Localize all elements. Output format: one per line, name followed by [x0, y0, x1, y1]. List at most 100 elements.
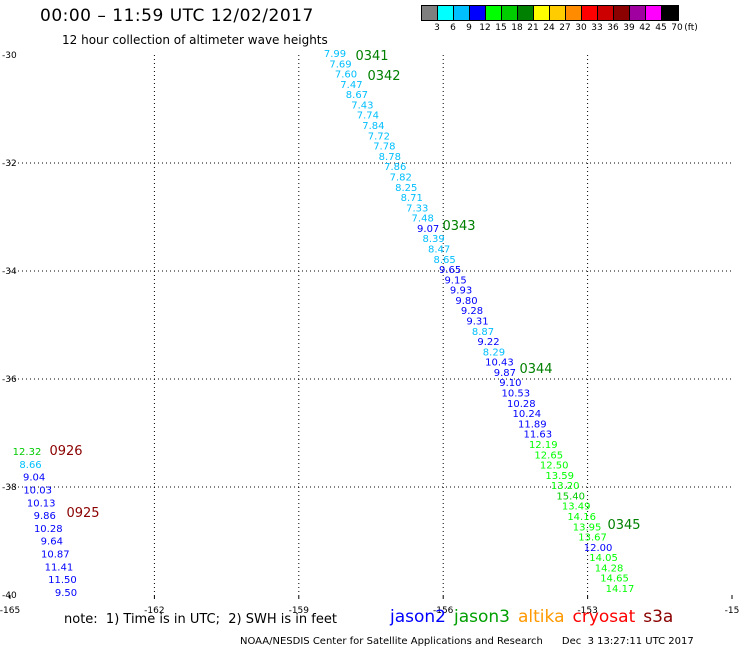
swh-value: 8.66 [19, 460, 41, 471]
swh-value: 10.87 [41, 550, 70, 561]
swh-value: 13.95 [573, 522, 602, 533]
swh-value: 11.89 [518, 419, 547, 430]
legend-label: 30 [575, 23, 587, 33]
satellite-altika: altika [518, 607, 565, 627]
satellite-legend: jason2 jason3 altika cryosat s3a [390, 607, 681, 627]
swh-value: 9.50 [55, 588, 77, 599]
swh-value: 9.28 [461, 306, 483, 317]
legend-label: 45 [655, 23, 667, 33]
swh-value: 12.32 [13, 447, 42, 458]
legend-swatch [598, 6, 614, 20]
legend-swatch [630, 6, 646, 20]
legend-swatch [518, 6, 534, 20]
swh-value: 9.64 [41, 537, 63, 548]
swh-value: 7.47 [340, 80, 362, 91]
swh-value: 8.71 [401, 193, 423, 204]
longitude-tick-label: -162 [144, 606, 164, 616]
longitude-tick-label: -156 [433, 606, 454, 616]
swh-value: 8.39 [423, 234, 445, 245]
swh-value: 9.93 [450, 286, 472, 297]
swh-value: 7.69 [329, 59, 351, 70]
swh-value: 11.63 [523, 430, 552, 441]
legend-label: 27 [559, 23, 571, 33]
legend-swatch [470, 6, 486, 20]
swh-value: 15.40 [556, 491, 585, 502]
swh-value: 9.07 [417, 224, 439, 235]
legend-label: 70 [671, 23, 683, 33]
swh-value: 7.84 [362, 121, 384, 132]
swh-value: 7.48 [412, 214, 434, 225]
swh-value: 7.33 [406, 203, 428, 214]
legend-swatch [646, 6, 662, 20]
pass-time-label: 0926 [49, 444, 82, 459]
legend-swatch [550, 6, 566, 20]
legend-swatch [582, 6, 598, 20]
color-legend: 3 6 9 12 15 18 21 24 27 30 33 36 39 42 45 70 (ft) [421, 5, 698, 33]
legend-swatch [438, 6, 454, 20]
swh-value: 8.29 [483, 347, 505, 358]
swh-value: 8.67 [346, 90, 368, 101]
legend-label: 42 [639, 23, 651, 33]
legend-label: 18 [511, 23, 523, 33]
swh-value: 14.16 [567, 512, 596, 523]
legend-swatch [486, 6, 502, 20]
latitude-tick-label: -40 [2, 591, 17, 601]
swh-value: 10.24 [513, 409, 542, 420]
footer-credit: NOAA/NESDIS Center for Satellite Applica… [240, 636, 694, 647]
legend-label: 6 [450, 23, 456, 33]
swh-value: 13.20 [551, 481, 580, 492]
map-title: 00:00 – 11:59 UTC 12/02/2017 [40, 6, 314, 26]
swh-value: 7.99 [324, 49, 346, 60]
legend-label: 33 [591, 23, 603, 33]
legend-labels: 3 6 9 12 15 18 21 24 27 30 33 36 39 42 45 70 (ft) [421, 21, 698, 33]
swh-value: 7.43 [351, 100, 373, 111]
latitude-tick-label: -34 [2, 267, 17, 277]
swh-value: 12.00 [584, 543, 613, 554]
longitude-tick-label: -15 [725, 606, 740, 616]
swh-value: 11.50 [48, 575, 77, 586]
satellite-cryosat: cryosat [572, 607, 636, 627]
swh-value: 14.05 [589, 553, 618, 564]
legend-label: 3 [434, 23, 440, 33]
swh-value: 7.86 [384, 162, 406, 173]
swh-value: 10.13 [27, 498, 56, 509]
swh-value: 7.82 [390, 172, 412, 183]
swh-value: 9.31 [466, 317, 488, 328]
legend-swatch [614, 6, 630, 20]
legend-swatch [454, 6, 470, 20]
legend-label: 39 [623, 23, 635, 33]
swh-value: 9.04 [23, 473, 45, 484]
swh-value: 8.65 [433, 255, 455, 266]
swh-value: 10.43 [485, 358, 514, 369]
swh-value: 9.22 [477, 337, 499, 348]
legend-swatch [566, 6, 582, 20]
longitude-tick-label: -153 [577, 606, 597, 616]
swh-value: 14.28 [595, 563, 624, 574]
legend-label: 24 [543, 23, 555, 33]
swh-value: 8.25 [395, 183, 417, 194]
swh-value: 7.60 [335, 70, 357, 81]
swh-value: 14.17 [606, 584, 635, 595]
legend-swatches [421, 5, 679, 21]
longitude-tick-label: -165 [0, 606, 20, 616]
legend-unit: (ft) [684, 23, 698, 33]
swh-value: 9.87 [494, 368, 516, 379]
swh-value: 14.65 [600, 574, 629, 585]
satellite-jason2: jason2 [390, 607, 446, 627]
swh-value: 13.49 [562, 502, 591, 513]
pass-time-label: 0342 [367, 69, 400, 84]
legend-swatch [422, 6, 438, 20]
legend-label: 21 [527, 23, 539, 33]
swh-value: 9.65 [439, 265, 461, 276]
pass-time-label: 0344 [519, 362, 552, 377]
swh-value: 10.28 [34, 524, 63, 535]
swh-value: 10.53 [502, 389, 531, 400]
satellite-s3a: s3a [643, 607, 674, 627]
swh-value: 7.78 [373, 142, 395, 153]
legend-label: 36 [607, 23, 619, 33]
legend-swatch [534, 6, 550, 20]
satellite-jason3: jason3 [454, 607, 510, 627]
note-text: note: 1) Time is in UTC; 2) SWH is in fe… [64, 612, 337, 627]
map-subtitle: 12 hour collection of altimeter wave hei… [62, 33, 328, 47]
